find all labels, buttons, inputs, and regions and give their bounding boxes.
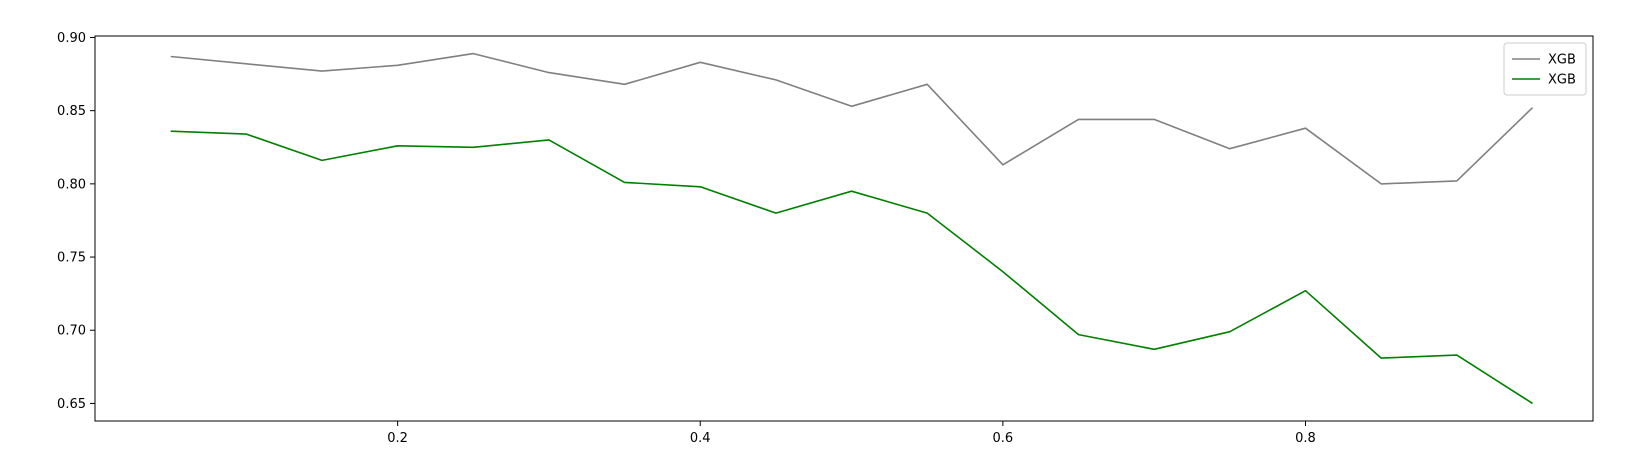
y-tick-label: 0.85 [57,104,86,119]
plot-area-frame [94,35,1594,422]
x-tick-label: 0.2 [387,431,408,446]
series-line-1 [170,52,1534,185]
y-axis: 0.65 0.70 0.75 0.80 0.85 0.90 [57,31,95,412]
y-tick-label: 0.70 [57,324,86,339]
x-tick-label: 0.8 [1295,431,1316,446]
x-tick-label: 0.6 [993,431,1014,446]
y-tick-label: 0.90 [57,31,86,46]
y-tick-label: 0.65 [57,397,86,412]
x-tick-label: 0.4 [690,431,711,446]
x-axis: 0.2 0.4 0.6 0.8 [387,421,1316,446]
legend-box [1503,42,1587,96]
y-tick-label: 0.75 [57,251,86,266]
series-line-2 [170,130,1533,405]
series-lines [170,52,1534,405]
legend-label: XGB [1548,53,1576,68]
legend-label: XGB [1548,73,1576,88]
y-tick-label: 0.80 [57,177,86,192]
legend: XGB XGB [1503,42,1587,96]
